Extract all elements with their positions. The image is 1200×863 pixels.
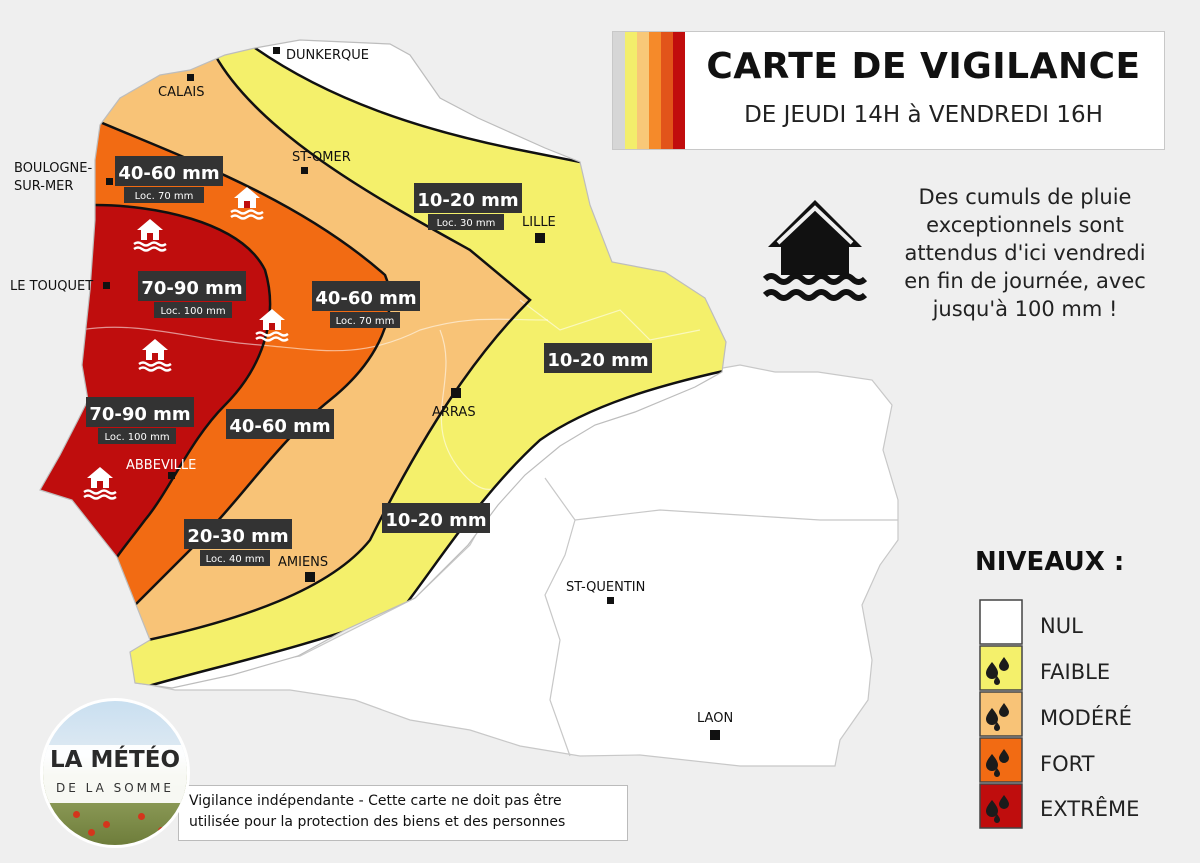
- alert-message: Des cumuls de pluie exceptionnels sont a…: [904, 185, 1146, 321]
- legend-label-faible: FAIBLE: [1040, 660, 1111, 684]
- legend-label-modere: MODÉRÉ: [1040, 706, 1132, 730]
- rain-amount-label: 40-60 mm: [315, 288, 416, 309]
- logo-line2: DE LA SOMME: [56, 781, 174, 795]
- rain-local-label: Loc. 100 mm: [160, 306, 225, 317]
- rain-local-label: Loc. 70 mm: [135, 191, 194, 202]
- city-label: CALAIS: [158, 85, 205, 100]
- city-label: ARRAS: [432, 405, 476, 420]
- city-label: LILLE: [522, 215, 556, 230]
- page-title: CARTE DE VIGILANCE: [706, 46, 1141, 87]
- rain-amount-label: 10-20 mm: [547, 350, 648, 371]
- city-label: ST-QUENTIN: [566, 580, 645, 595]
- rain-amount-label: 10-20 mm: [385, 510, 486, 531]
- city-label: BOULOGNE-: [14, 161, 92, 176]
- disclaimer-line: utilisée pour la protection des biens et…: [189, 814, 566, 830]
- logo: LA MÉTÉO DE LA SOMME: [40, 698, 190, 848]
- nord-outline: [39, 39, 727, 689]
- title-box: CARTE DE VIGILANCE DE JEUDI 14H à VENDRE…: [612, 31, 1165, 150]
- rain-amount-label: 70-90 mm: [141, 278, 242, 299]
- legend-label-fort: FORT: [1040, 752, 1095, 776]
- city-label: AMIENS: [278, 555, 328, 570]
- legend-swatches: [979, 599, 1023, 829]
- disclaimer-line: Vigilance indépendante - Cette carte ne …: [189, 793, 562, 809]
- rain-local-label: Loc. 40 mm: [206, 554, 265, 565]
- city-label: DUNKERQUE: [286, 48, 369, 63]
- rain-local-label: Loc. 30 mm: [437, 218, 496, 229]
- city-label: ABBEVILLE: [126, 458, 196, 473]
- disclaimer-box: Vigilance indépendante - Cette carte ne …: [178, 785, 628, 841]
- aisne-region: [134, 364, 899, 767]
- rain-amount-label: 70-90 mm: [89, 404, 190, 425]
- city-label: LE TOUQUET: [10, 279, 93, 294]
- rain-local-label: Loc. 100 mm: [104, 432, 169, 443]
- city-label: ST-OMER: [292, 150, 351, 165]
- legend-label-nul: NUL: [1040, 614, 1083, 638]
- rain-local-label: Loc. 70 mm: [336, 316, 395, 327]
- level-color-stripes: [613, 32, 685, 149]
- rain-amount-label: 10-20 mm: [417, 190, 518, 211]
- legend-title: NIVEAUX :: [975, 547, 1125, 577]
- legend-label-extreme: EXTRÊME: [1040, 797, 1140, 821]
- city-label: LAON: [697, 711, 733, 726]
- rain-amount-label: 40-60 mm: [118, 163, 219, 184]
- rain-amount-label: 20-30 mm: [187, 526, 288, 547]
- city-label: SUR-MER: [14, 179, 73, 194]
- flooded-house-icon: [762, 200, 868, 301]
- rain-amount-label: 40-60 mm: [229, 416, 330, 437]
- page-subtitle: DE JEUDI 14H à VENDREDI 16H: [744, 102, 1103, 128]
- city-markers: [103, 47, 720, 740]
- logo-line1: LA MÉTÉO: [49, 747, 180, 773]
